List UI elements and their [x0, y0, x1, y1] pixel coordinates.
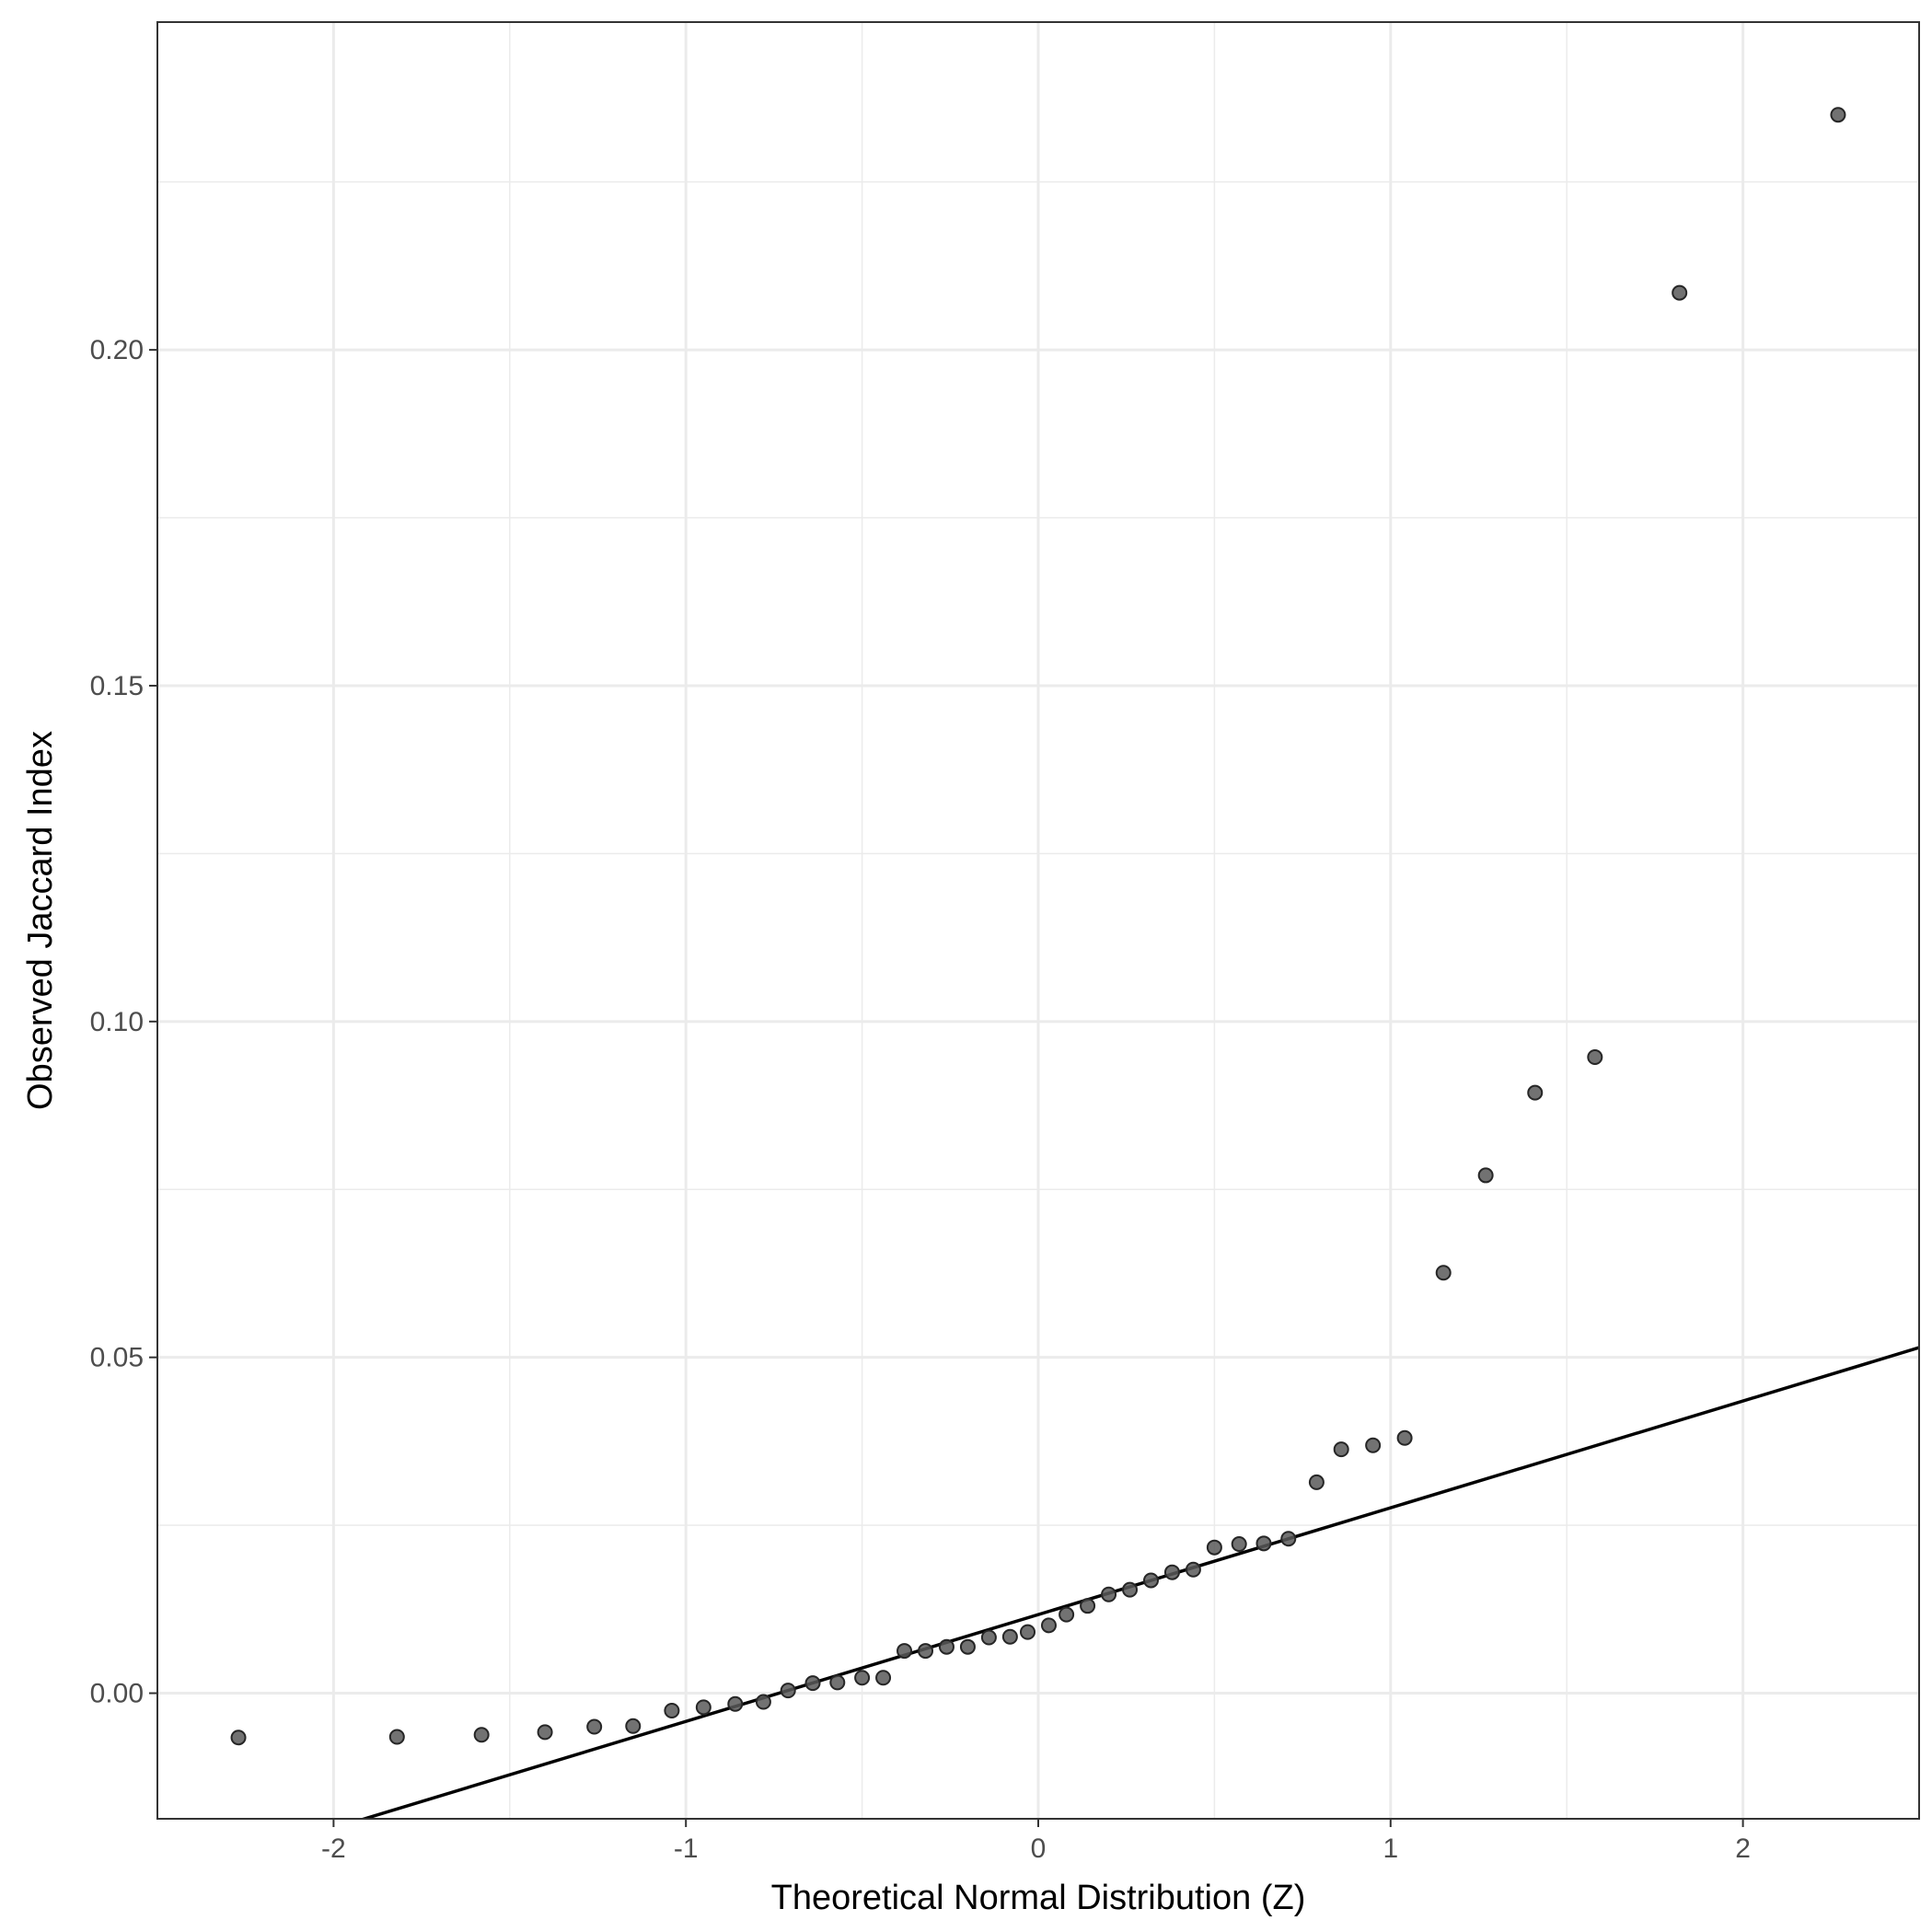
data-point	[1527, 1084, 1544, 1101]
data-point	[1396, 1429, 1413, 1446]
data-point	[897, 1643, 913, 1660]
data-point	[1142, 1572, 1159, 1589]
y-tick-label: 0.15	[90, 671, 144, 701]
y-tick-label: 0.20	[90, 335, 144, 365]
data-point	[230, 1730, 247, 1746]
data-point	[537, 1724, 553, 1741]
data-point	[1080, 1598, 1096, 1614]
data-point	[388, 1729, 405, 1745]
data-point	[586, 1718, 603, 1735]
data-point	[1185, 1561, 1201, 1578]
data-point	[473, 1727, 490, 1743]
data-point	[1477, 1167, 1494, 1184]
data-point	[780, 1683, 796, 1699]
data-point	[980, 1629, 997, 1646]
data-point	[625, 1718, 642, 1734]
x-tick-label: -1	[674, 1834, 699, 1864]
x-tick-label: 1	[1382, 1834, 1398, 1864]
data-point	[1333, 1441, 1349, 1458]
data-point	[1101, 1586, 1117, 1602]
data-point	[1280, 1531, 1297, 1547]
y-axis-ticks: 0.00 0.05 0.10 0.15 0.20	[90, 335, 157, 1709]
data-point	[1040, 1617, 1057, 1634]
data-point	[829, 1674, 846, 1691]
data-point	[1001, 1628, 1018, 1645]
y-axis-title: Observed Jaccard Index	[21, 731, 60, 1110]
data-point	[1672, 284, 1688, 301]
data-point	[1365, 1437, 1382, 1453]
reference-line-layer	[359, 1346, 1919, 1819]
data-point	[1059, 1606, 1075, 1623]
data-point	[1435, 1265, 1452, 1281]
data-point	[918, 1643, 934, 1660]
data-point	[1206, 1539, 1222, 1556]
data-point	[1255, 1535, 1272, 1552]
qq-reference-line	[359, 1346, 1919, 1819]
data-point	[854, 1670, 871, 1686]
x-tick-label: -2	[321, 1834, 346, 1864]
major-gridlines	[157, 22, 1919, 1819]
data-point	[1020, 1624, 1036, 1640]
data-point	[1587, 1048, 1603, 1065]
data-point	[695, 1699, 711, 1716]
y-tick-label: 0.00	[90, 1679, 144, 1709]
data-point	[1830, 107, 1846, 123]
data-point	[959, 1638, 976, 1655]
x-axis-ticks: -2 -1 0 1 2	[321, 1819, 1751, 1864]
data-point	[938, 1638, 954, 1655]
data-points	[230, 107, 1846, 1746]
data-point	[875, 1670, 892, 1686]
data-point	[804, 1675, 821, 1692]
data-point	[727, 1695, 744, 1712]
x-tick-label: 0	[1031, 1834, 1047, 1864]
y-tick-label: 0.10	[90, 1007, 144, 1037]
data-point	[1122, 1581, 1139, 1598]
x-tick-label: 2	[1735, 1834, 1751, 1864]
x-axis-title: Theoretical Normal Distribution (Z)	[771, 1879, 1306, 1917]
data-point	[1231, 1536, 1247, 1553]
data-point	[1308, 1474, 1325, 1490]
data-point	[664, 1703, 680, 1719]
data-point	[755, 1694, 771, 1710]
y-tick-label: 0.05	[90, 1343, 144, 1373]
data-point	[1163, 1564, 1180, 1580]
